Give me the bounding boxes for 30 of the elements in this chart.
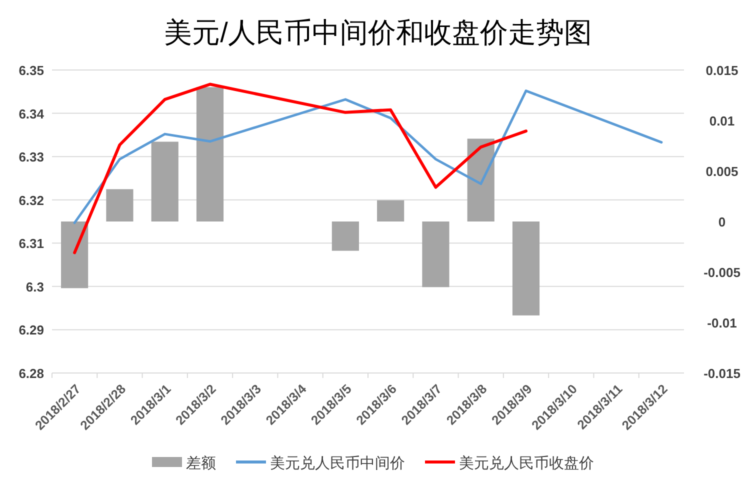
y2-tick-label: 0.015	[706, 63, 738, 78]
y2-tick-label: -0.01	[707, 316, 737, 330]
bar	[422, 222, 450, 288]
y2-tick-label: 0.01	[709, 114, 735, 128]
y2-tick-label: 0.005	[706, 164, 738, 179]
bar	[377, 200, 404, 222]
bar	[467, 138, 494, 222]
bar	[196, 87, 224, 222]
y-tick-label: 6.35	[18, 63, 44, 78]
bar	[512, 222, 540, 316]
y-tick-label: 6.32	[18, 192, 44, 208]
y2-tick-label: -0.015	[704, 366, 740, 381]
bar	[61, 222, 88, 288]
legend-label: 差额	[186, 455, 216, 472]
y-tick-label: 6.33	[18, 150, 44, 165]
legend-label: 美元兑人民币中间价	[270, 455, 405, 472]
line-series	[73, 82, 528, 254]
y-tick-label: 6.28	[18, 366, 44, 381]
chart-title: 美元/人民币中间价和收盘价走势图	[164, 17, 592, 48]
line-series	[73, 90, 663, 224]
y-tick-label: 6.3	[26, 279, 44, 294]
y-tick-label: 6.34	[18, 106, 45, 122]
bar	[106, 189, 134, 222]
y2-tick-label: -0.005	[704, 265, 740, 280]
y-tick-label: 6.31	[18, 236, 44, 252]
y-tick-label: 6.29	[18, 322, 44, 338]
bar	[332, 222, 359, 251]
legend-label: 美元兑人民币收盘价	[459, 455, 594, 472]
y2-tick-label: 0	[718, 214, 726, 230]
bar	[151, 142, 178, 222]
